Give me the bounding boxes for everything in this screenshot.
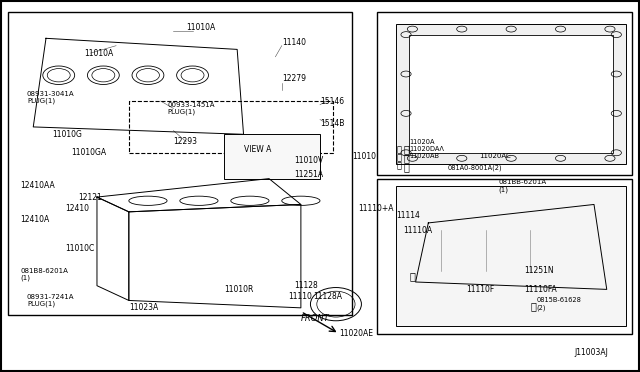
- Bar: [396, 23, 626, 164]
- Text: Ⓑ: Ⓑ: [531, 301, 536, 311]
- Text: 1514B: 1514B: [320, 119, 344, 128]
- Text: 11010C: 11010C: [65, 244, 94, 253]
- Text: 11010: 11010: [352, 152, 376, 161]
- Text: Ⓑ: Ⓑ: [397, 161, 401, 170]
- Text: J11003AJ: J11003AJ: [575, 348, 609, 357]
- Text: 11010R: 11010R: [225, 285, 254, 294]
- Text: 11010A: 11010A: [186, 23, 216, 32]
- Text: Ⓐ: Ⓐ: [403, 163, 409, 173]
- Bar: [378, 13, 632, 175]
- Text: 11010A: 11010A: [84, 49, 113, 58]
- Text: 00933-1451A
PLUG(1): 00933-1451A PLUG(1): [167, 102, 214, 115]
- Text: 11251A: 11251A: [294, 170, 324, 179]
- Text: 11020A
11020DAΛ
11020AB: 11020A 11020DAΛ 11020AB: [409, 139, 444, 159]
- Text: 11110F: 11110F: [467, 285, 495, 294]
- Text: FRONT: FRONT: [301, 314, 330, 323]
- Text: 11114: 11114: [396, 211, 420, 220]
- Text: Ⓐ: Ⓐ: [397, 145, 401, 154]
- Text: 11140: 11140: [282, 38, 306, 46]
- Text: 11128: 11128: [294, 281, 318, 290]
- Text: 12293: 12293: [173, 137, 197, 146]
- Text: 11020AC: 11020AC: [479, 154, 511, 160]
- Text: 12121: 12121: [78, 193, 102, 202]
- Text: Ⓑ: Ⓑ: [410, 272, 415, 282]
- Text: 15146: 15146: [320, 97, 344, 106]
- Text: 11020AE: 11020AE: [339, 329, 373, 338]
- Text: 0815B-61628
(2): 0815B-61628 (2): [537, 297, 582, 311]
- Bar: [378, 179, 632, 334]
- Bar: [396, 186, 626, 326]
- Text: 081BB-6201A
(1): 081BB-6201A (1): [499, 179, 547, 193]
- Text: 12410A: 12410A: [20, 215, 50, 224]
- Text: VIEW A: VIEW A: [244, 145, 271, 154]
- Bar: [129, 101, 333, 153]
- Text: 11010G: 11010G: [52, 130, 83, 139]
- Text: 12279: 12279: [282, 74, 306, 83]
- Text: 11110: 11110: [288, 292, 312, 301]
- Bar: [409, 35, 613, 153]
- Text: 11110+A: 11110+A: [358, 203, 394, 213]
- Text: 11023A: 11023A: [129, 303, 158, 312]
- Text: 08931-7241A
PLUG(1): 08931-7241A PLUG(1): [27, 294, 74, 307]
- Text: 081A0-8001A(2): 081A0-8001A(2): [447, 164, 502, 171]
- Text: 12410AA: 12410AA: [20, 182, 55, 190]
- Text: 11251N: 11251N: [524, 266, 554, 275]
- Text: 11128A: 11128A: [314, 292, 342, 301]
- Text: Ⓐ: Ⓐ: [403, 153, 409, 163]
- Text: Ⓐ: Ⓐ: [403, 144, 409, 154]
- Text: 11010GA: 11010GA: [72, 148, 107, 157]
- Text: 11110A: 11110A: [403, 226, 432, 235]
- Bar: [8, 13, 352, 315]
- Text: 081B8-6201A
(1): 081B8-6201A (1): [20, 268, 68, 281]
- Text: 08931-3041A
PLUG(1): 08931-3041A PLUG(1): [27, 91, 74, 104]
- Text: 11110FA: 11110FA: [524, 285, 557, 294]
- Text: 12410: 12410: [65, 203, 89, 213]
- Bar: [225, 134, 320, 179]
- Text: Ⓞ: Ⓞ: [397, 153, 401, 163]
- Text: 11010V: 11010V: [294, 155, 324, 165]
